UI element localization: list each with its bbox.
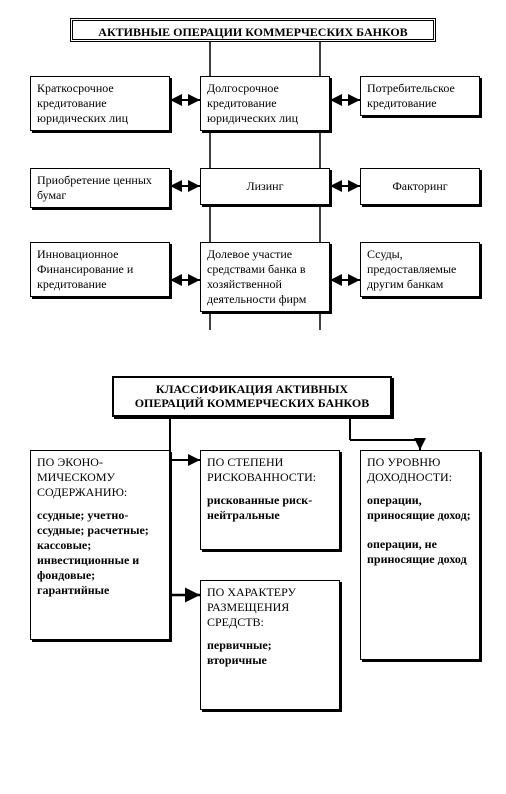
c3-body: операции, приносящие доход; [367, 493, 473, 523]
c1-body: ссудные; учетно-ссудные; расчетные; касс… [37, 508, 163, 598]
c2-head: ПО СТЕПЕНИ РИСКОВАННОСТИ: [207, 455, 333, 485]
class-by-profitability: ПО УРОВНЮ ДОХОДНОСТИ: операции, приносящ… [360, 450, 480, 660]
c1-head: ПО ЭКОНО-МИЧЕСКОМУ СОДЕРЖАНИЮ: [37, 455, 163, 500]
box-equity-participation: Долевое участие средствами банка в хозяй… [200, 242, 330, 312]
box-consumer-lending: Потребительское кредитование [360, 76, 480, 116]
diagram-canvas: АКТИВНЫЕ ОПЕРАЦИИ КОММЕРЧЕСКИХ БАНКОВ Кр… [0, 0, 506, 794]
c3-body2: операции, не приносящие доход [367, 537, 473, 567]
c4-body: первичные; вторичные [207, 638, 333, 668]
c2-body: рискованные риск-нейтральные [207, 493, 333, 523]
class-by-placement: ПО ХАРАКТЕРУ РАЗМЕЩЕНИЯ СРЕДСТВ: первичн… [200, 580, 340, 710]
box-factoring: Факторинг [360, 168, 480, 205]
box-innovative-financing: Инновационное Финансирование и кредитова… [30, 242, 170, 297]
d1-title: АКТИВНЫЕ ОПЕРАЦИИ КОММЕРЧЕСКИХ БАНКОВ [70, 18, 436, 42]
c4-head: ПО ХАРАКТЕРУ РАЗМЕЩЕНИЯ СРЕДСТВ: [207, 585, 333, 630]
d2-title: КЛАССИФИКАЦИЯ АКТИВНЫХ ОПЕРАЦИЙ КОММЕРЧЕ… [112, 376, 392, 417]
box-short-term-lending: Краткосрочное кредитование юридических л… [30, 76, 170, 131]
box-leasing: Лизинг [200, 168, 330, 205]
box-securities: Приобретение ценных бумаг [30, 168, 170, 208]
c3-head: ПО УРОВНЮ ДОХОДНОСТИ: [367, 455, 473, 485]
class-by-risk: ПО СТЕПЕНИ РИСКОВАННОСТИ: рискованные ри… [200, 450, 340, 550]
box-long-term-lending: Долгосрочное кредитование юридических ли… [200, 76, 330, 131]
box-interbank-loans: Ссуды, предоставляемые другим банкам [360, 242, 480, 297]
class-by-economic-content: ПО ЭКОНО-МИЧЕСКОМУ СОДЕРЖАНИЮ: ссудные; … [30, 450, 170, 640]
